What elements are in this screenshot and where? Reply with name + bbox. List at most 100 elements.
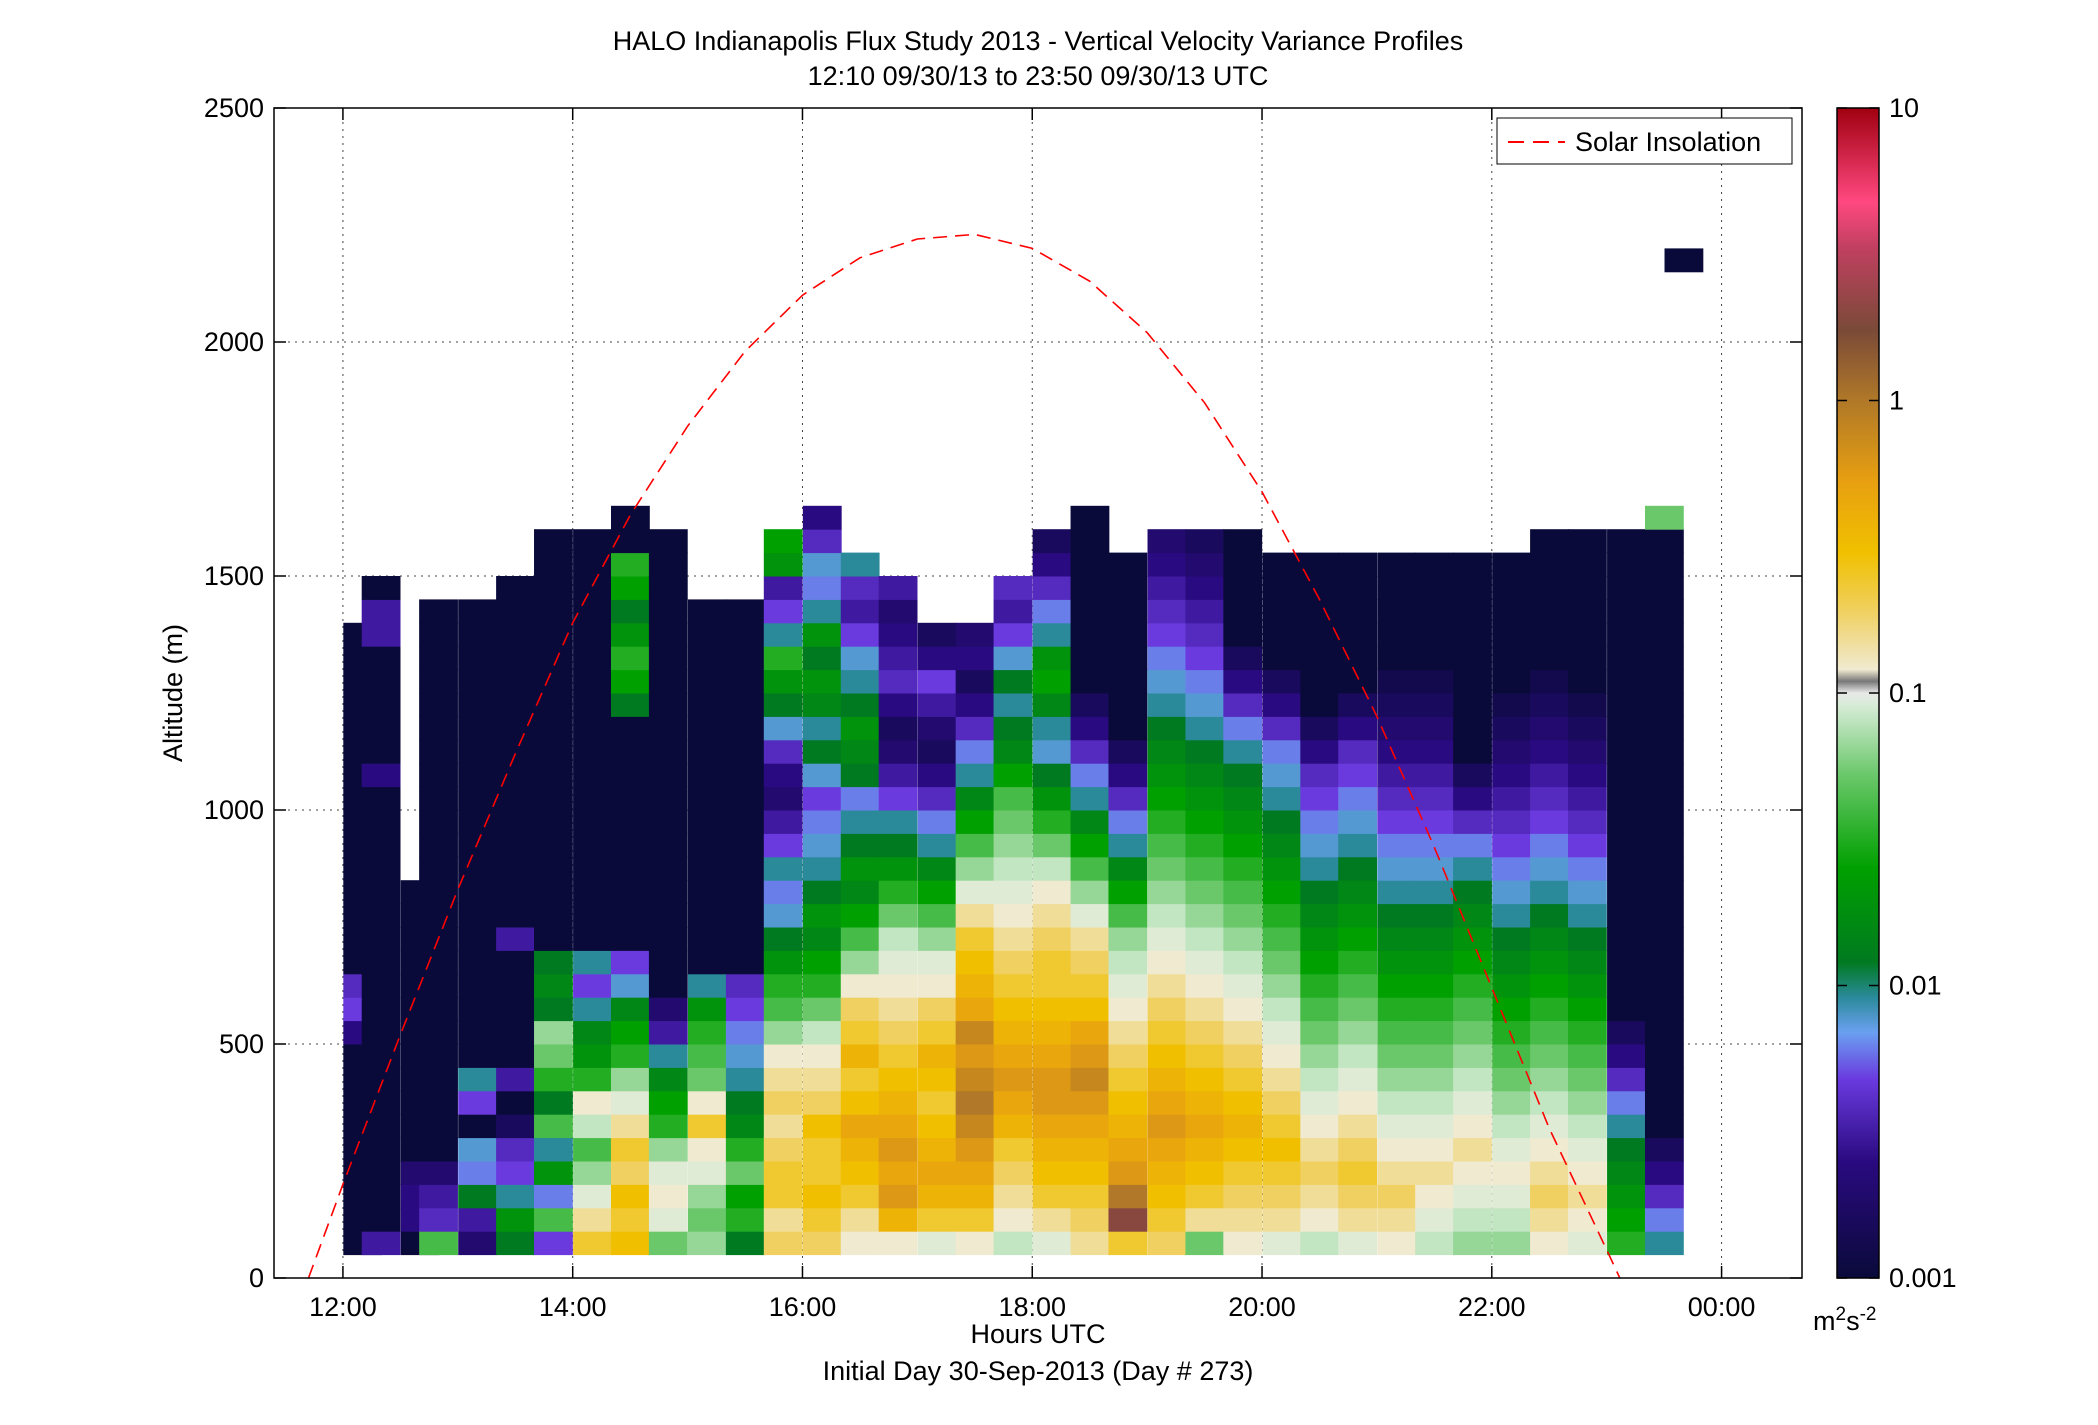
heatmap-cell <box>1644 1184 1684 1209</box>
heatmap-cell <box>802 739 842 764</box>
heatmap-cell <box>1568 997 1607 1022</box>
heatmap-cell <box>725 1161 765 1185</box>
heatmap-cell <box>458 927 498 951</box>
heatmap-cell <box>361 927 401 951</box>
x-tick-label: 14:00 <box>539 1292 607 1322</box>
heatmap-cell <box>1338 1114 1378 1139</box>
heatmap-cell <box>878 1020 918 1045</box>
heatmap-cell <box>725 856 765 881</box>
heatmap-cell <box>1070 1184 1110 1209</box>
colorbar-ticks: 0.001 0.01 0.1 1 10 <box>1837 93 1957 1293</box>
heatmap-cell <box>1032 950 1072 975</box>
heatmap-cell <box>361 1184 401 1209</box>
heatmap-cell <box>993 997 1033 1022</box>
heatmap-cell <box>496 622 535 647</box>
heatmap-cell <box>802 1207 842 1232</box>
heatmap-cell <box>1185 810 1225 834</box>
heatmap-cell <box>648 669 688 694</box>
heatmap-cell <box>1568 903 1607 928</box>
x-tick-label: 20:00 <box>1228 1292 1296 1322</box>
heatmap-cell <box>1377 786 1417 811</box>
y-tick-label: 0 <box>249 1263 264 1293</box>
heatmap-cell <box>1032 669 1072 694</box>
heatmap-cell <box>1108 739 1148 764</box>
heatmap-cell <box>1492 973 1531 998</box>
heatmap-cell <box>955 763 995 788</box>
heatmap-cell <box>1530 1207 1569 1232</box>
heatmap-cell <box>1070 973 1110 998</box>
heatmap-cell <box>1644 505 1684 530</box>
heatmap-cell <box>1607 1090 1646 1115</box>
heatmap-cell <box>1262 576 1302 600</box>
heatmap-cell <box>878 880 918 905</box>
heatmap-cell <box>1300 576 1340 600</box>
heatmap-cell <box>1032 973 1072 998</box>
heatmap-cell <box>993 739 1033 764</box>
y-tick-label: 2000 <box>204 327 264 357</box>
heatmap-cell <box>1223 1020 1263 1045</box>
heatmap-cell <box>993 856 1033 881</box>
heatmap-cell <box>802 1184 842 1209</box>
heatmap-cell <box>496 1231 535 1256</box>
heatmap-cell <box>496 880 535 905</box>
heatmap-cell <box>1644 1137 1684 1162</box>
heatmap-cell <box>1185 950 1225 975</box>
heatmap-cell <box>1185 669 1225 694</box>
heatmap-cell <box>573 1090 612 1115</box>
heatmap-cell <box>573 880 612 905</box>
heatmap-cell <box>458 622 498 647</box>
heatmap-cell <box>648 716 688 741</box>
heatmap-cell <box>1644 739 1684 764</box>
heatmap-cell <box>648 997 688 1022</box>
heatmap-cell <box>725 927 765 951</box>
heatmap-cell <box>1530 833 1569 858</box>
heatmap-cell <box>610 810 650 834</box>
heatmap-cell <box>917 716 957 741</box>
heatmap-cell <box>419 1231 458 1256</box>
heatmap-cell <box>1147 1020 1187 1045</box>
heatmap-cell <box>1530 810 1569 834</box>
heatmap-cell <box>1185 622 1225 647</box>
heatmap-cell <box>725 599 765 624</box>
heatmap-cell <box>610 880 650 905</box>
heatmap-cell <box>687 646 727 671</box>
heatmap-cell <box>1568 739 1607 764</box>
heatmap-cell <box>648 856 688 881</box>
heatmap-cell <box>1108 646 1148 671</box>
heatmap-cell <box>573 997 612 1022</box>
plot-frame <box>273 107 1803 1279</box>
heatmap-cell <box>361 576 401 600</box>
heatmap-cell <box>1644 576 1684 600</box>
heatmap-cell <box>1070 622 1110 647</box>
heatmap-cell <box>534 1231 573 1256</box>
heatmap-cell <box>1300 646 1340 671</box>
heatmap-cell <box>573 622 612 647</box>
heatmap-cell <box>573 646 612 671</box>
heatmap-cell <box>496 716 535 741</box>
heatmap-cell <box>1377 1231 1417 1256</box>
heatmap-cell <box>1453 576 1492 600</box>
heatmap-cell <box>1644 669 1684 694</box>
heatmap-cell <box>1108 1044 1148 1068</box>
heatmap-cell <box>1568 1090 1607 1115</box>
heatmap-cell <box>1147 716 1187 741</box>
heatmap-cell <box>763 997 803 1022</box>
heatmap-cell <box>1568 646 1607 671</box>
heatmap-cell <box>534 1184 573 1209</box>
heatmap-cell <box>534 1090 573 1115</box>
heatmap-cell <box>1453 1184 1492 1209</box>
heatmap-cell <box>419 1067 458 1092</box>
heatmap-cell <box>917 833 957 858</box>
heatmap-cell <box>1032 1067 1072 1092</box>
heatmap-cell <box>1568 1184 1607 1209</box>
heatmap-cell <box>955 622 995 647</box>
heatmap-cell <box>1453 973 1492 998</box>
heatmap-cell <box>993 880 1033 905</box>
heatmap-cell <box>1070 529 1110 554</box>
heatmap-cell <box>1492 599 1531 624</box>
heatmap-cell <box>1644 973 1684 998</box>
heatmap-cell <box>1492 833 1531 858</box>
heatmap-cell <box>1262 1161 1302 1185</box>
heatmap-cell <box>1453 1114 1492 1139</box>
heatmap-cell <box>993 1090 1033 1115</box>
